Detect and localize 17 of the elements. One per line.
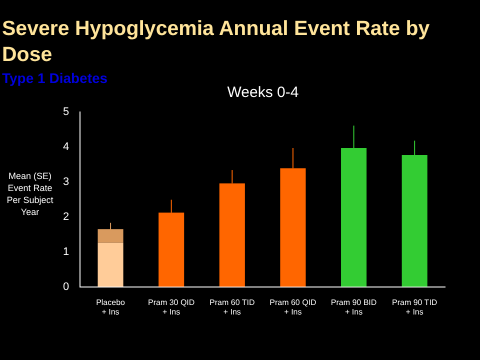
y-tick-label: 2	[62, 210, 70, 223]
x-tick-label: Pram 30 QID + Ins	[148, 298, 195, 316]
y-tick-label: 3	[62, 176, 70, 188]
text: Weeks 0-4	[226, 84, 300, 101]
y-axis-title: Mean (SE) Event Rate Per Subject Year	[6, 170, 54, 218]
x-tick-label: Pram 90 BID + Ins	[330, 298, 377, 316]
y-tick-label: 1	[62, 246, 70, 258]
x-tick-label: Pram 60 QID + Ins	[270, 298, 317, 316]
chart-title: Severe Hypoglycemia Annual Event Rate by Dose	[2, 16, 431, 68]
y-tick-label: 5	[62, 106, 70, 118]
x-tick-label: Pram 60 TID + Ins	[210, 298, 255, 316]
chart-subtitle: Type 1 Diabetes	[2, 70, 108, 86]
x-tick-label: Pram 90 TID + Ins	[392, 298, 438, 316]
x-tick-label: Placebo + Ins	[96, 298, 126, 316]
y-tick-label: 0	[62, 280, 70, 293]
bar	[98, 242, 124, 287]
y-tick-label: 4	[62, 140, 70, 153]
